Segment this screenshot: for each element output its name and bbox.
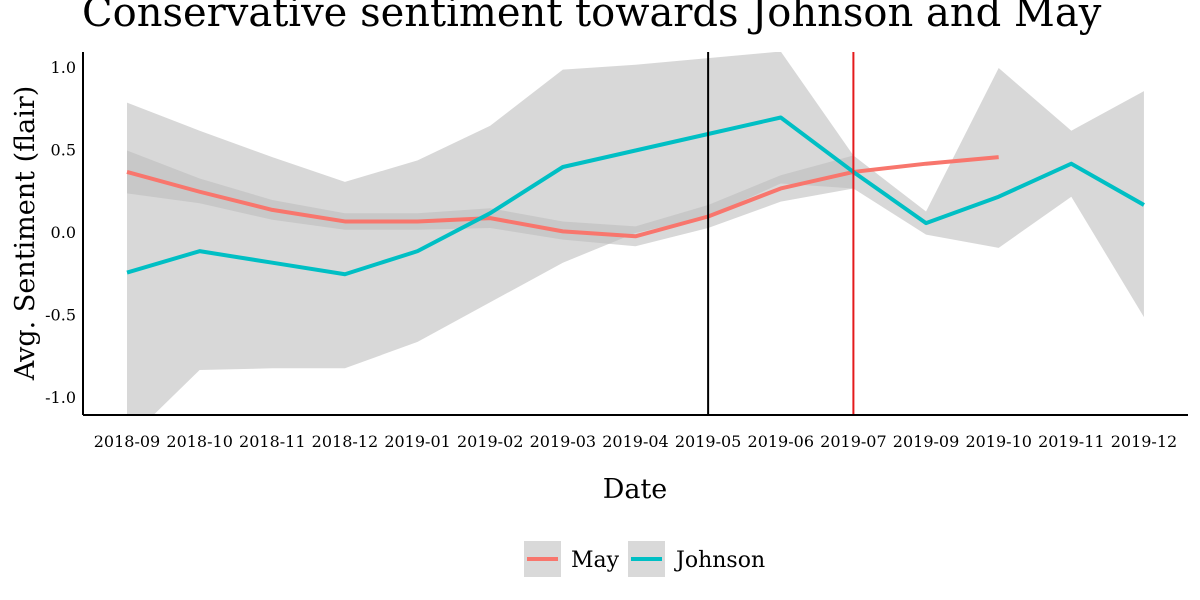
y-tick-label: 1.0 [51,58,76,77]
x-axis-title: Date [603,474,668,505]
confidence-bands [127,52,1144,415]
x-tick-label: 2019-06 [748,432,814,451]
x-tick-label: 2019-04 [602,432,668,451]
x-tick-label: 2019-12 [1111,432,1177,451]
legend-item-may: May [524,541,620,577]
y-tick-label: 0.0 [51,223,76,242]
y-tick-label: -1.0 [45,388,76,407]
axes [82,52,1188,416]
y-tick-label: 0.5 [51,141,76,160]
ci-band-johnson [127,52,1144,415]
x-tick-label: 2019-09 [893,432,959,451]
x-tick-label: 2018-11 [239,432,305,451]
x-tick-label: 2019-03 [530,432,596,451]
legend: May Johnson [524,541,765,577]
reference-lines [707,52,855,415]
legend-label: Johnson [674,548,765,573]
x-tick-labels: 2018-09 2018-10 2018-11 2018-12 2019-01 2019-… [94,432,1177,451]
x-tick-label: 2019-07 [820,432,886,451]
x-tick-label: 2019-01 [384,432,450,451]
series-line-johnson [126,115,1145,277]
y-tick-label: -0.5 [45,306,76,325]
x-tick-label: 2019-02 [457,432,523,451]
ci-band-may [127,150,854,247]
x-tick-label: 2018-10 [166,432,232,451]
x-tick-label: 2018-09 [94,432,160,451]
x-tick-label: 2018-12 [312,432,378,451]
y-tick-labels: 1.0 0.5 0.0 -0.5 -1.0 [45,58,76,407]
x-tick-label: 2019-11 [1038,432,1104,451]
chart-title: Conservative sentiment towards Johnson a… [82,0,1102,36]
legend-item-johnson: Johnson [628,541,765,577]
y-axis-title: Avg. Sentiment (flair) [10,86,41,382]
legend-label: May [571,548,620,573]
x-tick-label: 2019-05 [675,432,741,451]
x-tick-label: 2019-10 [965,432,1031,451]
